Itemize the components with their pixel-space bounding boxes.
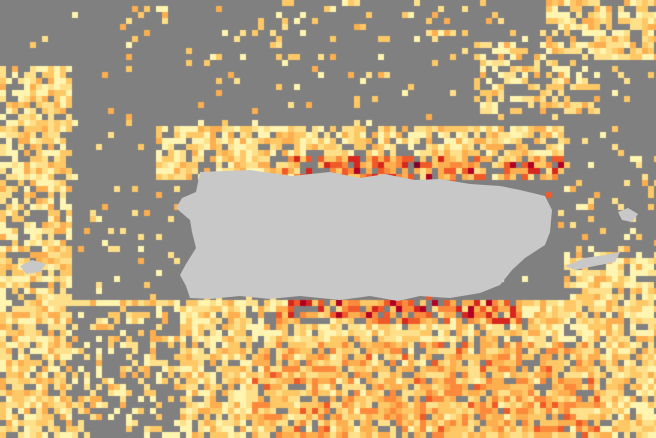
land-vieques (565, 252, 620, 270)
land-culebra (618, 208, 638, 222)
land-mona-island (20, 260, 46, 274)
land-puerto-rico (176, 170, 552, 301)
